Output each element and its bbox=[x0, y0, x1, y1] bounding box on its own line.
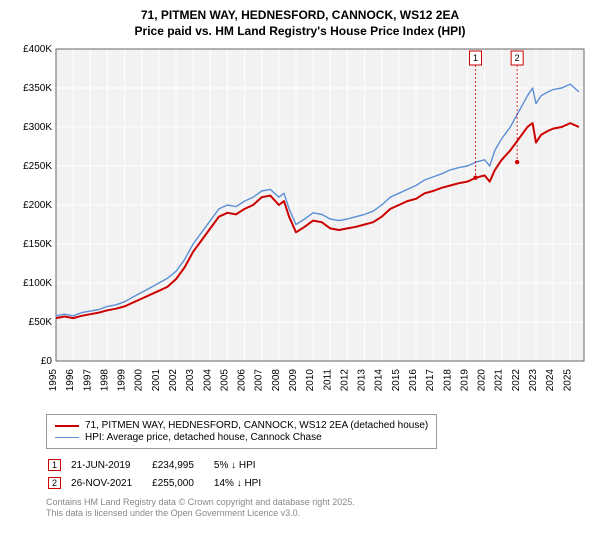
svg-text:£200K: £200K bbox=[23, 200, 52, 211]
svg-text:2017: 2017 bbox=[425, 369, 436, 392]
svg-text:2015: 2015 bbox=[391, 369, 402, 392]
marker-delta: 5% ↓ HPI bbox=[214, 457, 279, 473]
markers-table: 1 21-JUN-2019£234,9955% ↓ HPI 2 26-NOV-2021… bbox=[46, 455, 281, 493]
title-line-1: 71, PITMEN WAY, HEDNESFORD, CANNOCK, WS1… bbox=[141, 8, 459, 22]
svg-text:2012: 2012 bbox=[339, 369, 350, 392]
footer-attribution: Contains HM Land Registry data © Crown c… bbox=[46, 497, 590, 520]
svg-text:2005: 2005 bbox=[219, 369, 230, 392]
svg-text:£400K: £400K bbox=[23, 44, 52, 55]
svg-text:2024: 2024 bbox=[545, 369, 556, 392]
svg-text:£100K: £100K bbox=[23, 278, 52, 289]
svg-text:1998: 1998 bbox=[99, 369, 110, 392]
footer-line-2: This data is licensed under the Open Gov… bbox=[46, 508, 300, 518]
svg-text:1: 1 bbox=[473, 53, 478, 63]
svg-text:£350K: £350K bbox=[23, 83, 52, 94]
svg-text:2007: 2007 bbox=[254, 369, 265, 392]
legend-item-series1: 71, PITMEN WAY, HEDNESFORD, CANNOCK, WS1… bbox=[55, 420, 428, 431]
line-chart-svg: £0 £50K £100K £150K £200K £250K £300K £350K £400… bbox=[10, 43, 590, 403]
svg-text:2018: 2018 bbox=[442, 369, 453, 392]
marker-price: £255,000 bbox=[152, 475, 212, 491]
chart-container: 71, PITMEN WAY, HEDNESFORD, CANNOCK, WS1… bbox=[0, 0, 600, 560]
svg-text:2020: 2020 bbox=[477, 369, 488, 392]
chart-plot: £0 £50K £100K £150K £200K £250K £300K £350K £400… bbox=[10, 43, 590, 408]
svg-text:2004: 2004 bbox=[202, 369, 213, 392]
svg-text:1996: 1996 bbox=[65, 369, 76, 392]
legend-label-series2: HPI: Average price, detached house, Cann… bbox=[85, 432, 322, 443]
svg-text:£150K: £150K bbox=[23, 239, 52, 250]
legend-item-series2: HPI: Average price, detached house, Cann… bbox=[55, 432, 428, 443]
svg-text:£0: £0 bbox=[41, 356, 53, 367]
marker-row: 1 21-JUN-2019£234,9955% ↓ HPI bbox=[48, 457, 279, 473]
marker-delta: 14% ↓ HPI bbox=[214, 475, 279, 491]
marker-date: 21-JUN-2019 bbox=[71, 457, 150, 473]
footer-line-1: Contains HM Land Registry data © Crown c… bbox=[46, 497, 355, 507]
svg-text:2016: 2016 bbox=[408, 369, 419, 392]
legend: 71, PITMEN WAY, HEDNESFORD, CANNOCK, WS1… bbox=[46, 414, 437, 449]
marker-date: 26-NOV-2021 bbox=[71, 475, 150, 491]
svg-text:2025: 2025 bbox=[562, 369, 573, 392]
svg-text:£250K: £250K bbox=[23, 161, 52, 172]
marker-number: 2 bbox=[48, 477, 61, 489]
svg-text:2008: 2008 bbox=[271, 369, 282, 392]
svg-text:2023: 2023 bbox=[528, 369, 539, 392]
marker-number: 1 bbox=[48, 459, 61, 471]
svg-text:2003: 2003 bbox=[185, 369, 196, 392]
svg-text:2002: 2002 bbox=[168, 369, 179, 392]
svg-text:1999: 1999 bbox=[117, 369, 128, 392]
svg-text:2000: 2000 bbox=[134, 369, 145, 392]
svg-text:£50K: £50K bbox=[29, 317, 53, 328]
title-line-2: Price paid vs. HM Land Registry's House … bbox=[135, 24, 466, 38]
svg-text:2013: 2013 bbox=[357, 369, 368, 392]
legend-swatch-series2 bbox=[55, 437, 79, 438]
svg-text:2009: 2009 bbox=[288, 369, 299, 392]
svg-text:2: 2 bbox=[515, 53, 520, 63]
marker-price: £234,995 bbox=[152, 457, 212, 473]
svg-text:2019: 2019 bbox=[459, 369, 470, 392]
legend-swatch-series1 bbox=[55, 425, 79, 427]
chart-title: 71, PITMEN WAY, HEDNESFORD, CANNOCK, WS1… bbox=[10, 8, 590, 39]
svg-text:2022: 2022 bbox=[511, 369, 522, 392]
svg-text:2021: 2021 bbox=[494, 369, 505, 392]
legend-label-series1: 71, PITMEN WAY, HEDNESFORD, CANNOCK, WS1… bbox=[85, 420, 428, 431]
svg-text:2014: 2014 bbox=[374, 369, 385, 392]
marker-row: 2 26-NOV-2021£255,00014% ↓ HPI bbox=[48, 475, 279, 491]
svg-text:2010: 2010 bbox=[305, 369, 316, 392]
svg-text:1995: 1995 bbox=[48, 369, 59, 392]
svg-text:2001: 2001 bbox=[151, 369, 162, 392]
svg-text:1997: 1997 bbox=[82, 369, 93, 392]
svg-text:2011: 2011 bbox=[322, 369, 333, 391]
svg-text:£300K: £300K bbox=[23, 122, 52, 133]
svg-text:2006: 2006 bbox=[237, 369, 248, 392]
